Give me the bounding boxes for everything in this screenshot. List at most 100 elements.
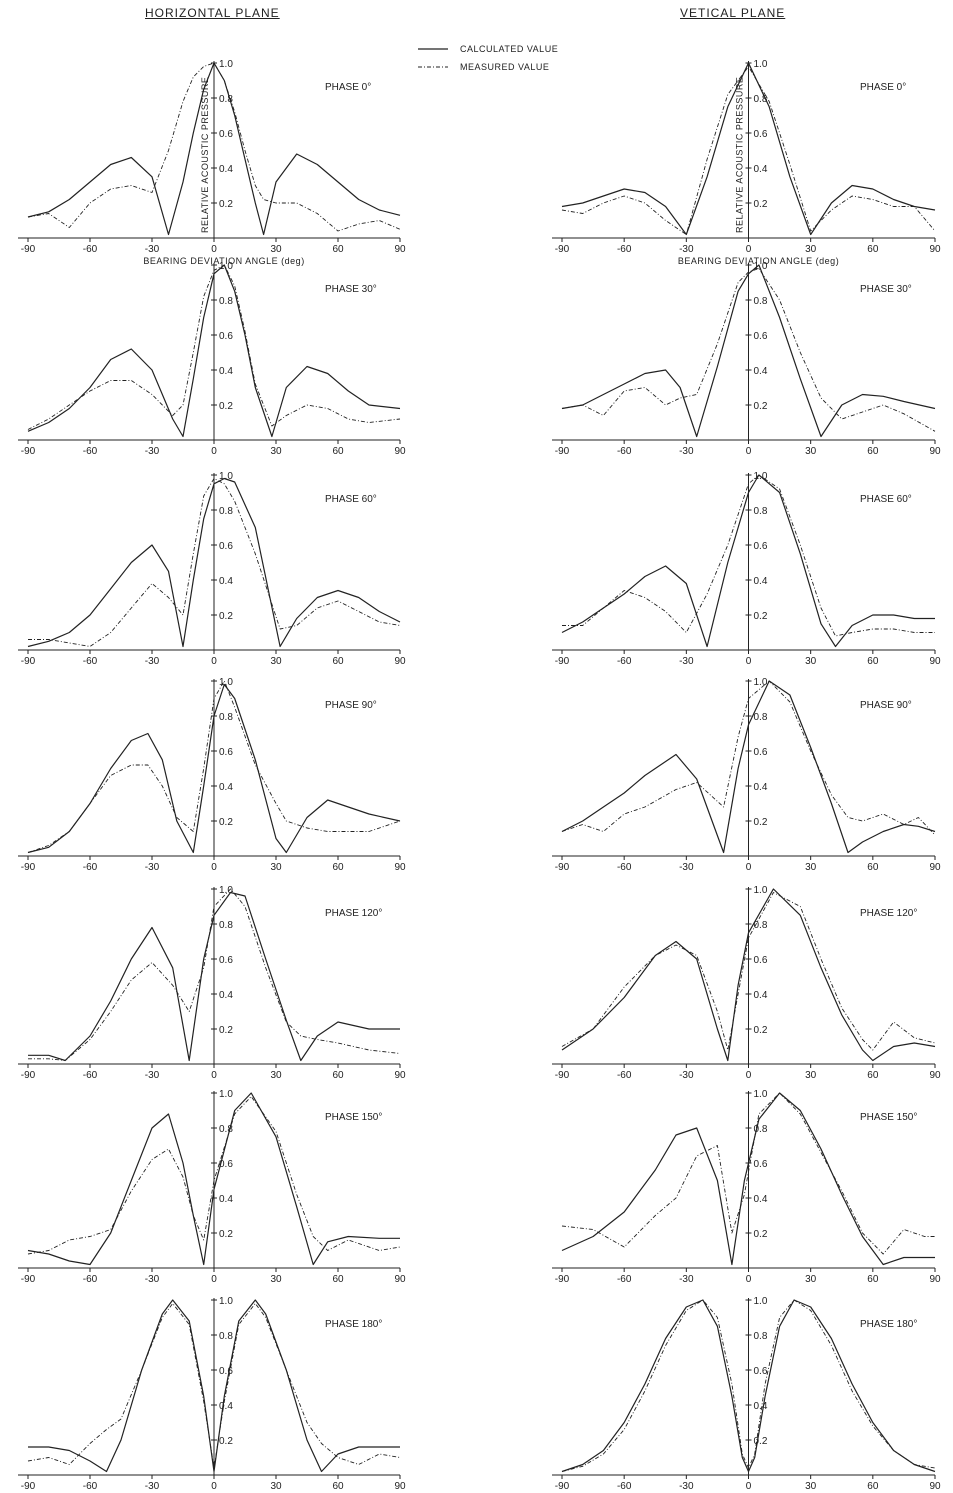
y-tick-label: 0.8	[219, 1124, 233, 1135]
series-line-measured	[28, 888, 401, 1061]
legend: CALCULATED VALUE MEASURED VALUE	[418, 40, 558, 76]
y-tick-label: 0.4	[754, 366, 768, 377]
x-tick-label: -90	[21, 1274, 36, 1285]
y-tick-label: 0.2	[219, 1436, 233, 1447]
series-line-measured	[561, 1092, 935, 1255]
series-line-calculated	[561, 1299, 936, 1473]
x-tick-label: 30	[805, 446, 817, 457]
phase-label: PHASE 90°	[860, 700, 912, 711]
x-tick-label: 60	[867, 446, 879, 457]
series-line-calculated	[28, 1299, 400, 1473]
series-line-calculated	[561, 680, 936, 854]
x-tick-label: 30	[805, 1070, 817, 1081]
x-tick-label: -30	[679, 244, 694, 255]
x-tick-label: 30	[270, 1481, 282, 1492]
y-tick-label: 0.6	[754, 747, 768, 758]
legend-item-calculated: CALCULATED VALUE	[418, 40, 558, 58]
x-tick-label: -60	[83, 446, 98, 457]
x-tick-label: -90	[555, 862, 570, 873]
x-tick-label: -90	[21, 446, 36, 457]
y-tick-label: 0.4	[754, 1401, 768, 1412]
series-line-calculated	[27, 477, 401, 648]
y-tick-label: 0.6	[219, 1366, 233, 1377]
x-tick-label: -90	[555, 1070, 570, 1081]
x-tick-label: 60	[332, 656, 344, 667]
chart-panel: -90 -60 -30 0 30 60 90 0.2 0.4 0.6 0.8 1.0 PHASE 120…	[18, 885, 406, 1081]
y-tick-label: 0.8	[219, 1331, 233, 1342]
x-tick-label: -90	[555, 656, 570, 667]
x-tick-label: 0	[746, 1070, 752, 1081]
y-tick-label: 0.6	[754, 541, 768, 552]
y-tick-label: 0.2	[754, 611, 768, 622]
y-tick-label: 0.2	[219, 401, 233, 412]
x-tick-label: -90	[555, 1481, 570, 1492]
y-tick-label: 0.4	[754, 164, 768, 175]
x-tick-label: 60	[332, 1070, 344, 1081]
series-line-measured	[561, 680, 936, 836]
x-tick-label: 0	[746, 244, 752, 255]
x-tick-label: 30	[270, 1274, 282, 1285]
x-tick-label: -60	[617, 446, 632, 457]
x-tick-label: 60	[332, 862, 344, 873]
chart-panel: -90 -60 -30 0 30 60 90 0.2 0.4 0.6 0.8 1.0 PHASE 0° B…	[552, 59, 941, 266]
y-tick-label: 0.4	[219, 990, 233, 1001]
y-tick-label: 0.8	[754, 296, 768, 307]
y-tick-label: 0.8	[754, 94, 768, 105]
x-tick-label: 60	[332, 1481, 344, 1492]
y-tick-label: 0.2	[219, 611, 233, 622]
y-tick-label: 0.6	[219, 1159, 233, 1170]
x-tick-label: 30	[270, 1070, 282, 1081]
series-line-measured	[561, 892, 936, 1051]
y-tick-label: 0.8	[754, 712, 768, 723]
x-axis-label: BEARING DEVIATION ANGLE (deg)	[678, 256, 839, 266]
y-tick-label: 0.4	[754, 576, 768, 587]
x-tick-label: -30	[145, 446, 160, 457]
y-tick-label: 0.8	[754, 506, 768, 517]
x-tick-label: -90	[21, 1070, 36, 1081]
x-tick-label: -60	[617, 656, 632, 667]
series-line-calculated	[561, 264, 936, 438]
x-tick-label: -90	[555, 1274, 570, 1285]
y-tick-label: 0.2	[219, 199, 233, 210]
series-line-calculated	[27, 1092, 400, 1266]
y-tick-label: 1.0	[754, 1296, 768, 1307]
x-tick-label: 0	[211, 862, 217, 873]
series-line-calculated	[561, 62, 936, 236]
x-tick-label: -30	[145, 1274, 160, 1285]
y-tick-label: 1.0	[219, 1089, 233, 1100]
chart-panel: -90 -60 -30 0 30 60 90 0.2 0.4 0.6 0.8 1.0 PHASE 60°	[18, 471, 406, 667]
x-tick-label: -60	[617, 1274, 632, 1285]
x-tick-label: 0	[211, 244, 217, 255]
y-tick-label: 0.4	[219, 164, 233, 175]
phase-label: PHASE 180°	[860, 1319, 917, 1330]
x-tick-label: 60	[867, 656, 879, 667]
x-tick-label: 30	[270, 656, 282, 667]
x-tick-label: 90	[394, 862, 406, 873]
y-tick-label: 1.0	[754, 261, 768, 272]
x-tick-label: 0	[746, 862, 752, 873]
legend-label-calculated: CALCULATED VALUE	[460, 44, 559, 54]
chart-panel: -90 -60 -30 0 30 60 90 0.2 0.4 0.6 0.8 1.0 PHASE 90°	[552, 677, 941, 873]
x-tick-label: 30	[805, 656, 817, 667]
x-tick-label: -30	[679, 1481, 694, 1492]
x-tick-label: 30	[270, 862, 282, 873]
series-line-calculated	[561, 1092, 935, 1266]
x-tick-label: 60	[332, 446, 344, 457]
y-tick-label: 1.0	[754, 885, 768, 896]
phase-label: PHASE 0°	[325, 82, 371, 93]
phase-label: PHASE 120°	[860, 908, 917, 919]
x-tick-label: 90	[394, 446, 406, 457]
y-tick-label: 0.6	[754, 331, 768, 342]
x-tick-label: 90	[394, 1274, 406, 1285]
y-tick-label: 1.0	[754, 59, 768, 70]
x-tick-label: -30	[145, 656, 160, 667]
x-tick-label: 0	[211, 656, 217, 667]
series-line-measured	[27, 264, 401, 430]
x-tick-label: -30	[145, 1481, 160, 1492]
series-line-measured	[27, 62, 401, 232]
y-tick-label: 0.6	[219, 541, 233, 552]
y-tick-label: 0.6	[754, 955, 768, 966]
y-tick-label: 0.8	[219, 920, 233, 931]
y-tick-label: 0.2	[219, 817, 233, 828]
